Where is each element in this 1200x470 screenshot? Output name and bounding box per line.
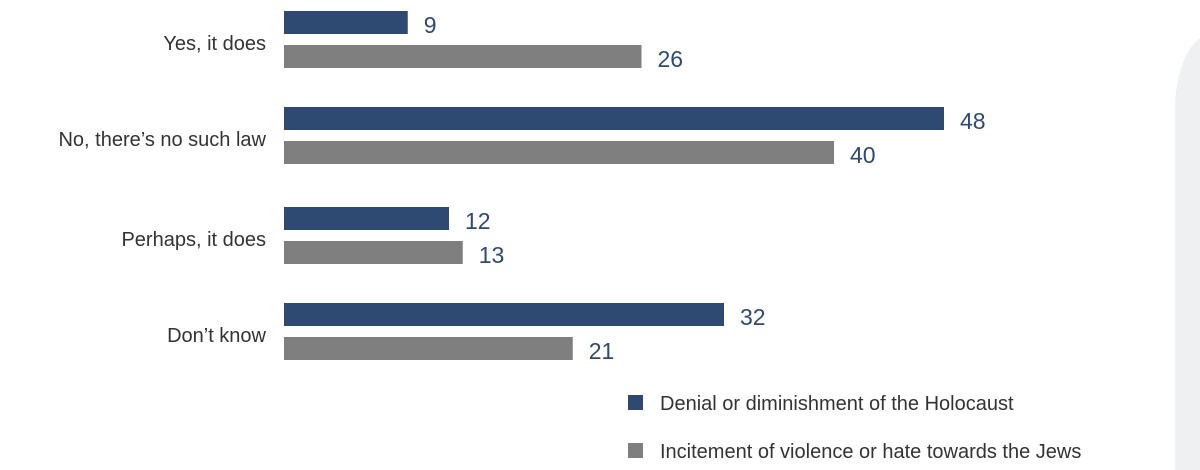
legend-label: Denial or diminishment of the Holocaust <box>660 393 1014 415</box>
bar-series-2 <box>284 141 834 164</box>
value-label: 26 <box>658 46 684 72</box>
bar-series-2 <box>284 337 573 360</box>
value-label: 21 <box>589 338 615 364</box>
category-label: No, there’s no such law <box>58 129 266 151</box>
legend-label: Incitement of violence or hate towards t… <box>660 441 1081 463</box>
category-label: Yes, it does <box>163 33 266 55</box>
value-label: 12 <box>465 208 491 234</box>
value-label: 9 <box>424 12 437 38</box>
bars-layer <box>284 11 944 360</box>
bar-series-2 <box>284 241 463 264</box>
value-label: 13 <box>479 242 505 268</box>
labels-layer: Yes, it does 9 26 No, there’s no such law 48… <box>58 12 985 364</box>
bar-series-1 <box>284 207 449 230</box>
value-label: 48 <box>960 108 986 134</box>
legend-swatch-series-1 <box>628 395 643 410</box>
background-panel <box>1175 38 1200 470</box>
bar-series-1 <box>284 107 944 130</box>
value-label: 40 <box>850 142 876 168</box>
legend-swatch-series-2 <box>628 443 643 458</box>
legend: Denial or diminishment of the Holocaust I… <box>628 393 1081 463</box>
category-label: Perhaps, it does <box>121 229 266 251</box>
bar-series-2 <box>284 45 642 68</box>
bar-series-1 <box>284 11 408 34</box>
bar-series-1 <box>284 303 724 326</box>
category-label: Don’t know <box>167 325 266 347</box>
value-label: 32 <box>740 304 766 330</box>
